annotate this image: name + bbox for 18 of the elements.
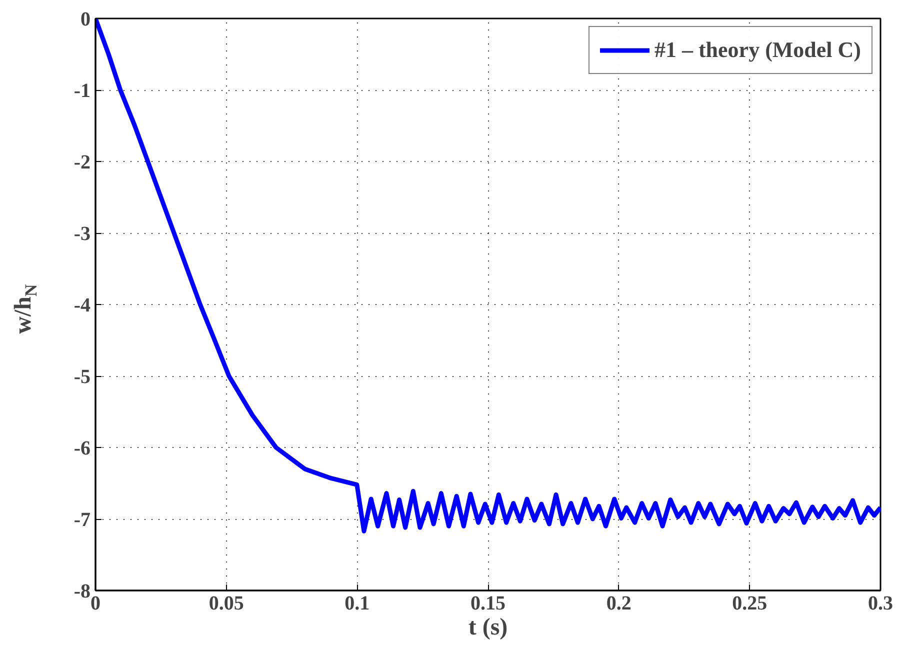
x-tick-label: 0.2 [606,592,632,614]
y-tick-label: -1 [74,80,91,102]
y-tick-label: -2 [74,152,91,174]
x-tick-label: 0.15 [470,592,506,614]
y-tick-label: -6 [74,438,91,460]
y-tick-label: 0 [80,8,90,30]
x-tick-label: 0.05 [208,592,244,614]
x-tick-label: 0.25 [732,592,768,614]
y-tick-label: -8 [74,580,91,602]
y-tick-label: -5 [74,366,91,388]
x-tick-label: 0.1 [344,592,370,614]
line-series [96,18,880,534]
x-tick-label: 0.3 [868,592,893,614]
x-axis-title: t (s) [468,614,508,640]
legend-label: #1 – theory (Model C) [654,37,861,63]
y-tick-label: -4 [74,294,91,316]
y-tick-label: -7 [74,509,91,531]
y-tick-label: -3 [74,223,91,245]
